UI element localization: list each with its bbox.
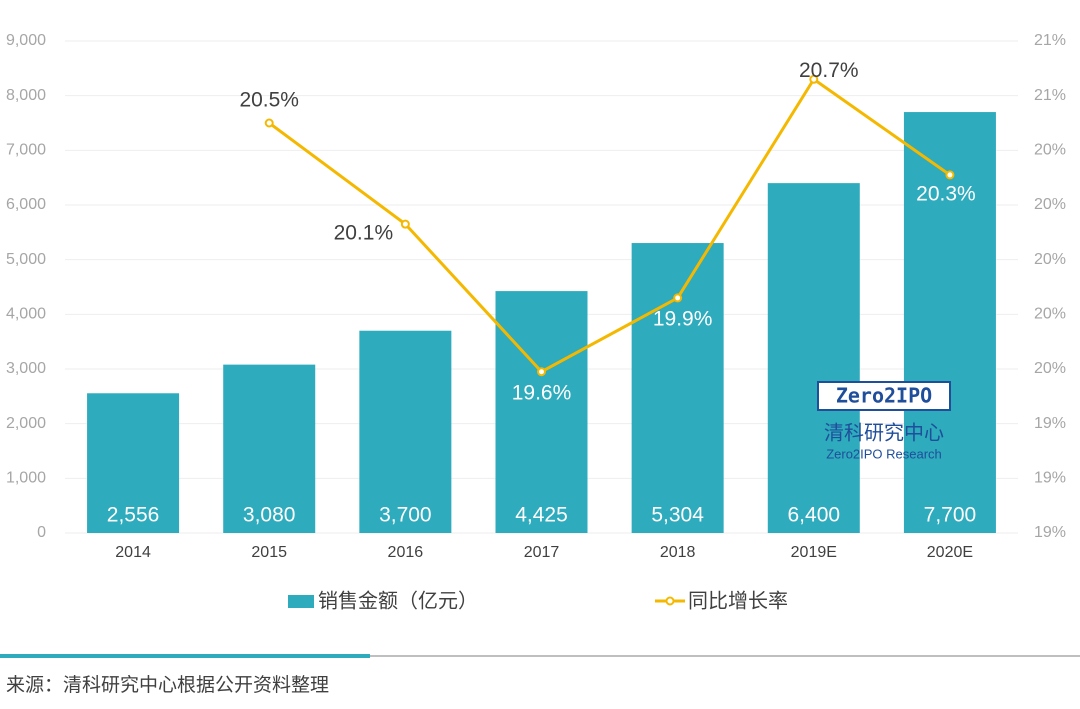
logo-box (817, 381, 951, 411)
y2-tick-label: 20% (1034, 196, 1066, 213)
line-point (945, 170, 955, 180)
source: 来源：清科研究中心根据公开资料整理 (6, 674, 329, 696)
x-tick-label: 2014 (115, 544, 151, 561)
bar (223, 364, 316, 533)
line-value-label: 19.9% (653, 307, 713, 330)
line-value-label: 20.3% (916, 182, 976, 205)
legend-swatch (288, 595, 314, 608)
y2-tick-label: 19% (1034, 415, 1066, 432)
y-tick-label: 2,000 (6, 415, 46, 432)
bar-value-label: 3,700 (379, 504, 432, 527)
legend-label: 销售金额（亿元） (318, 589, 478, 612)
y-tick-label: 6,000 (6, 196, 46, 213)
bar (767, 183, 860, 533)
line-value-label: 20.1% (334, 222, 394, 245)
bar (903, 112, 996, 534)
logo-text: Zero2IPO (836, 384, 932, 408)
y2-tick-label: 20% (1034, 251, 1066, 268)
line-value-label: 20.5% (239, 89, 299, 112)
line-point (537, 367, 546, 377)
y-tick-label: 0 (37, 524, 46, 541)
x-tick-label: 2017 (524, 544, 560, 561)
line-value-label: 20.7% (799, 59, 859, 82)
line-point (400, 219, 410, 229)
y2-tick-label: 20% (1034, 306, 1066, 323)
y-tick-label: 8,000 (6, 87, 46, 104)
x-tick-label: 2018 (660, 544, 696, 561)
y2-tick-label: 20% (1034, 360, 1066, 377)
legend-swatch-point (665, 596, 675, 606)
bar-value-label: 2,556 (107, 504, 160, 527)
y2-tick-label: 19% (1034, 524, 1066, 541)
logo-en: Zero2IPO Research (826, 446, 942, 461)
logo-cn: 清科研究中心 (824, 421, 944, 444)
y-tick-label: 1,000 (6, 470, 46, 487)
bar-value-label: 6,400 (788, 504, 841, 527)
line-point (673, 293, 683, 303)
y-tick-label: 5,000 (6, 251, 46, 268)
line (268, 77, 951, 374)
y2-tick-label: 20% (1034, 142, 1066, 159)
bar (631, 243, 724, 533)
y2-tick-label: 19% (1034, 470, 1066, 487)
divider-accent (0, 654, 370, 658)
divider (370, 655, 1080, 657)
line-point (809, 74, 819, 84)
y2-tick-label: 21% (1034, 87, 1066, 104)
bar-value-label: 5,304 (651, 504, 704, 527)
bar-value-label: 4,425 (515, 504, 568, 527)
bar-value-label: 7,700 (924, 504, 977, 527)
y-tick-label: 4,000 (6, 306, 46, 323)
bar-value-label: 3,080 (243, 504, 296, 527)
x-tick-label: 2020E (927, 544, 973, 561)
x-tick-label: 2019E (791, 544, 837, 561)
legend-label: 同比增长率 (688, 589, 788, 612)
y-tick-label: 7,000 (6, 142, 46, 159)
x-tick-label: 2015 (251, 544, 287, 561)
y-tick-label: 3,000 (6, 360, 46, 377)
bar (87, 393, 180, 533)
line-point (264, 118, 274, 128)
line-value-label: 19.6% (512, 381, 572, 404)
bar (495, 291, 588, 533)
y-tick-label: 9,000 (6, 32, 46, 49)
bar (359, 330, 452, 533)
y2-tick-label: 21% (1034, 32, 1066, 49)
x-tick-label: 2016 (388, 544, 424, 561)
